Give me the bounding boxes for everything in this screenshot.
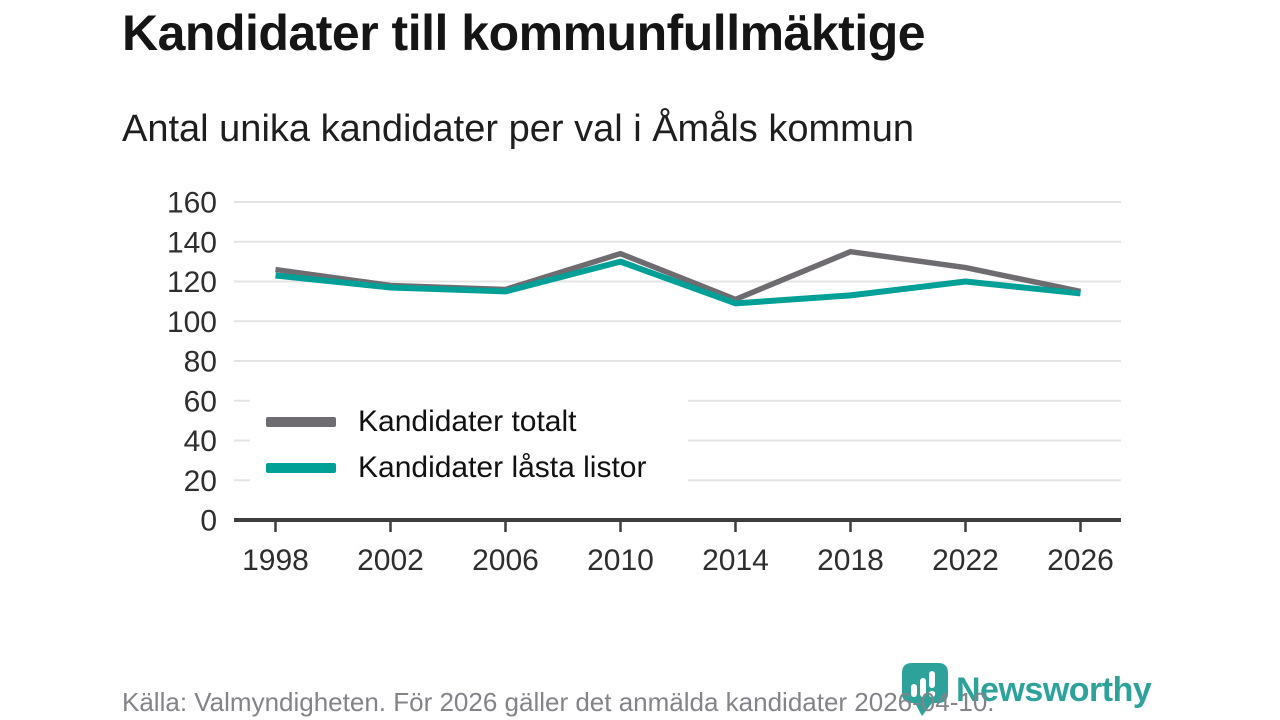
y-tick-label-100: 100 [167,306,217,339]
x-tick-label-2018: 2018 [817,544,884,577]
source-note: Källa: Valmyndigheten. För 2026 gäller d… [122,687,995,717]
newsworthy-logo: Newsworthy [902,663,1152,717]
series-line-kandidater-l-sta-listor [275,258,1081,307]
y-tick-label-140: 140 [167,226,217,259]
x-tick-label-1998: 1998 [242,544,309,577]
newsworthy-logo-text: Newsworthy [956,671,1152,709]
y-tick-label-60: 60 [184,385,217,418]
x-tick-label-2010: 2010 [587,544,654,577]
series-line-kandidater-totalt [275,248,1082,303]
legend-swatch-teal [266,463,336,473]
newsworthy-pin-barchart-icon [902,663,948,716]
y-tick-label-160: 160 [167,187,217,220]
legend-item-kandidater-lasta-listor: Kandidater låsta listor [266,451,688,485]
legend-swatch-gray [266,417,336,427]
x-tick-label-2014: 2014 [702,544,769,577]
x-tick-label-2006: 2006 [472,544,539,577]
y-tick-label-80: 80 [184,346,217,379]
y-tick-label-40: 40 [184,425,217,458]
legend-label: Kandidater låsta listor [358,451,647,484]
y-tick-label-0: 0 [200,505,217,538]
chart-legend: Kandidater totalt Kandidater låsta listo… [250,391,688,499]
legend-label: Kandidater totalt [358,405,577,438]
x-tick-label-2022: 2022 [932,544,999,577]
chart-subtitle: Antal unika kandidater per val i Åmåls k… [122,108,915,150]
x-tick-label-2002: 2002 [357,544,424,577]
x-tick-label-2026: 2026 [1047,544,1114,577]
y-tick-label-120: 120 [167,266,217,299]
y-tick-label-20: 20 [184,465,217,498]
legend-item-kandidater-totalt: Kandidater totalt [266,405,688,439]
page-title: Kandidater till kommunfullmäktige [122,5,926,61]
